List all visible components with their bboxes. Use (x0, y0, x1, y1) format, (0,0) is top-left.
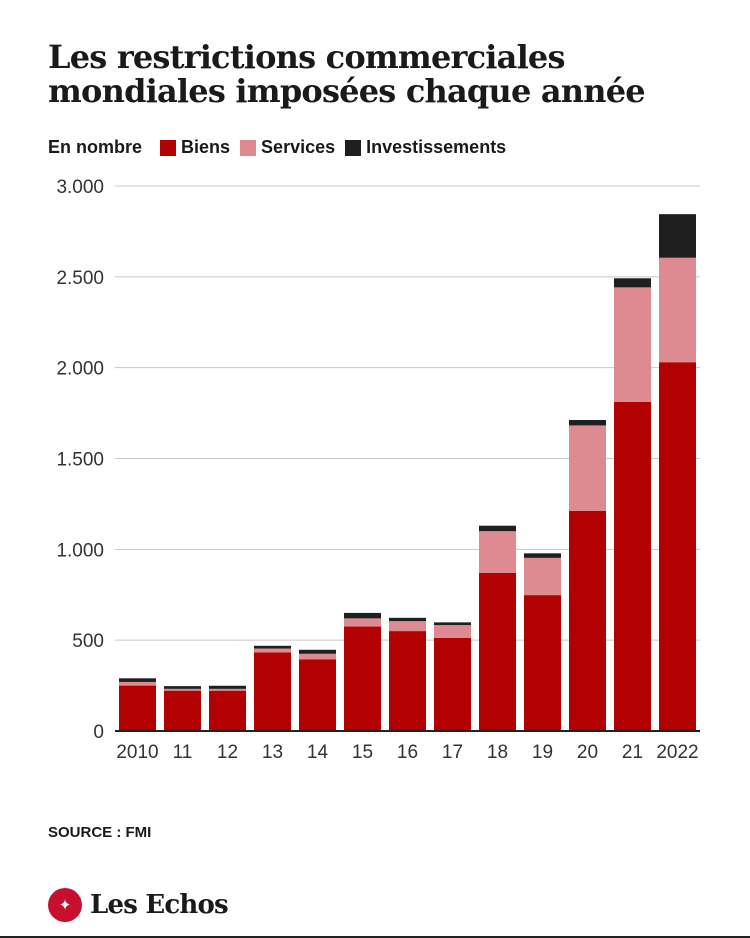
bar-biens-13 (254, 652, 291, 731)
x-tick-label: 13 (262, 742, 283, 763)
bar-services-12 (209, 688, 246, 691)
brand-logo: ✦ Les Echos (48, 888, 229, 922)
x-tick-label: 19 (532, 742, 553, 763)
bar-biens-11 (164, 690, 201, 731)
legend-swatch-biens (160, 139, 177, 156)
bar-biens-20 (569, 510, 606, 731)
chart-title: Les restrictions commerciales mondiales … (48, 38, 646, 110)
bar-investissements-18 (479, 525, 516, 532)
x-tick-label: 16 (397, 742, 418, 763)
chart-subtitle: En nombre (48, 137, 143, 157)
legend-item-services: Services (240, 137, 335, 158)
bar-biens-15 (344, 626, 381, 731)
bar-biens-17 (434, 637, 471, 731)
legend-swatch-services (240, 139, 257, 156)
bar-services-16 (389, 621, 426, 632)
bar-biens-2010 (119, 685, 156, 731)
x-tick-label: 17 (442, 742, 463, 763)
bar-chart: 0 500 1.000 1.500 2.000 2.500 3.000 2010 11 12 13 1… (56, 177, 700, 763)
bar-biens-18 (479, 572, 516, 731)
x-tick-label: 21 (622, 742, 643, 763)
bar-investissements-2022 (659, 214, 696, 258)
bar-biens-14 (299, 659, 336, 731)
bar-services-2022 (659, 257, 696, 363)
y-tick-label: 0 (93, 722, 104, 743)
bar-investissements-14 (299, 649, 336, 654)
bar-services-20 (569, 425, 606, 511)
bar-investissements-20 (569, 419, 606, 426)
bar-investissements-13 (254, 645, 291, 649)
bar-biens-21 (614, 401, 651, 731)
bar-services-21 (614, 287, 651, 402)
footer-divider (0, 936, 750, 938)
legend: En nombre Biens Services Investissements (48, 137, 516, 158)
bar-biens-2022 (659, 362, 696, 731)
bar-investissements-17 (434, 622, 471, 626)
bar-services-15 (344, 618, 381, 627)
x-tick-label: 18 (487, 742, 508, 763)
legend-label-investissements: Investissements (366, 137, 507, 157)
bar-biens-19 (524, 595, 561, 731)
x-tick-label: 20 (577, 742, 598, 763)
y-tick-label: 1.500 (56, 450, 104, 471)
x-tick-label: 14 (307, 742, 329, 763)
bar-investissements-21 (614, 278, 651, 288)
brand-name: Les Echos (90, 890, 229, 920)
y-tick-label: 500 (72, 631, 104, 652)
bar-biens-12 (209, 690, 246, 731)
x-tick-label: 15 (352, 742, 373, 763)
bar-investissements-19 (524, 553, 561, 558)
bar-services-2010 (119, 681, 156, 686)
legend-item-biens: Biens (160, 137, 230, 158)
bar-services-19 (524, 557, 561, 596)
y-tick-label: 1.000 (56, 540, 104, 561)
bar-services-18 (479, 531, 516, 573)
x-tick-label: 12 (217, 742, 238, 763)
bar-investissements-11 (164, 686, 201, 689)
bar-investissements-16 (389, 617, 426, 622)
legend-label-biens: Biens (181, 137, 231, 157)
bar-services-17 (434, 625, 471, 638)
legend-item-investissements: Investissements (345, 137, 506, 158)
y-tick-label: 3.000 (56, 177, 104, 198)
bar-services-14 (299, 653, 336, 660)
source-note: SOURCE : FMI (48, 824, 152, 841)
legend-label-services: Services (261, 137, 336, 157)
bar-services-13 (254, 648, 291, 653)
brand-mark-icon: ✦ (48, 888, 82, 922)
bar-biens-16 (389, 631, 426, 731)
bar-investissements-15 (344, 612, 381, 619)
legend-swatch-investissements (345, 139, 362, 156)
x-tick-label: 2010 (116, 742, 158, 763)
bar-investissements-12 (209, 685, 246, 689)
x-tick-label: 2022 (656, 742, 698, 763)
y-tick-label: 2.500 (56, 268, 104, 289)
x-tick-label: 11 (173, 742, 193, 763)
bar-investissements-2010 (119, 678, 156, 682)
y-tick-label: 2.000 (56, 359, 104, 380)
bar-services-11 (164, 688, 201, 691)
